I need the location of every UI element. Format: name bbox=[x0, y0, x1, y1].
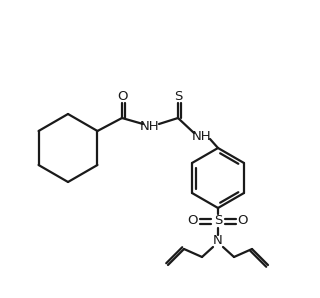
Text: O: O bbox=[117, 91, 127, 103]
Text: S: S bbox=[174, 91, 182, 103]
Text: N: N bbox=[213, 235, 223, 248]
Text: O: O bbox=[188, 215, 198, 227]
Text: S: S bbox=[214, 215, 222, 227]
Text: O: O bbox=[238, 215, 248, 227]
Text: NH: NH bbox=[192, 130, 212, 142]
Text: NH: NH bbox=[140, 119, 160, 133]
